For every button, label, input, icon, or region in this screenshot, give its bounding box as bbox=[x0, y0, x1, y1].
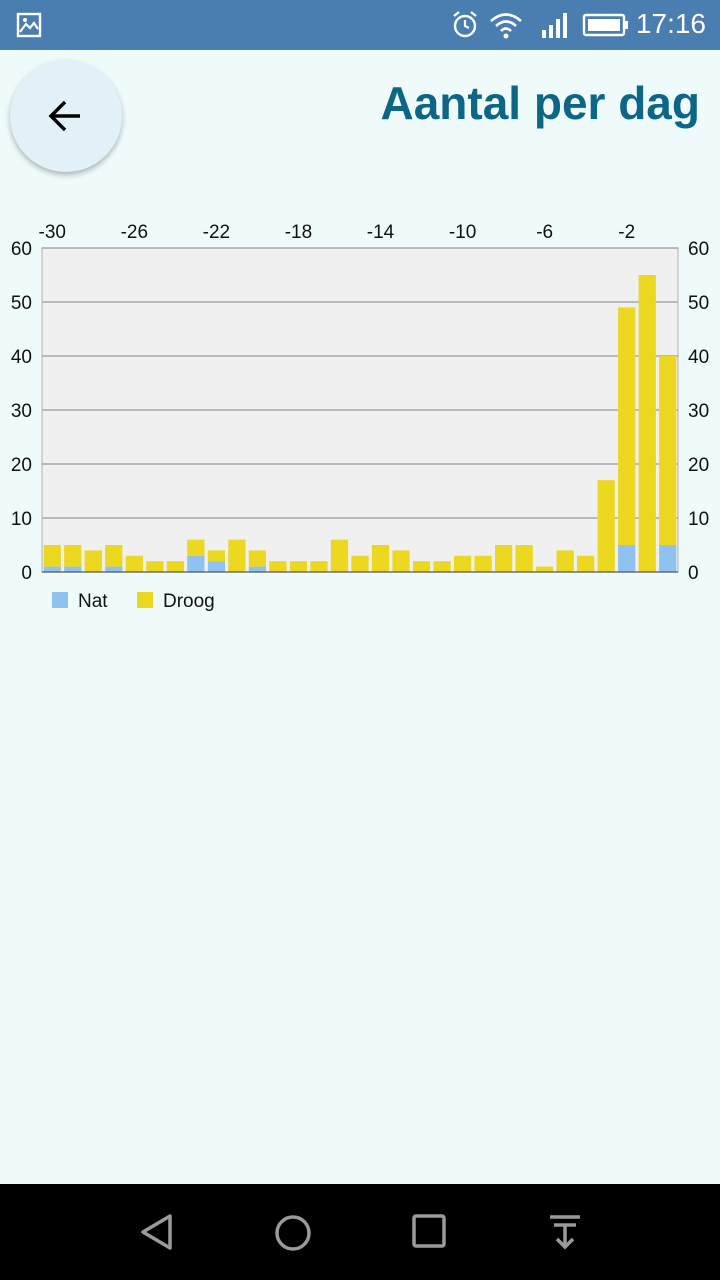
bar-droog bbox=[536, 566, 554, 572]
y-tick-label-left: 50 bbox=[11, 293, 32, 314]
bar-droog bbox=[84, 550, 102, 572]
y-tick-label-right: 10 bbox=[688, 509, 709, 530]
bar-droog bbox=[43, 545, 61, 567]
bar-droog bbox=[228, 539, 246, 572]
x-tick-label: -18 bbox=[285, 222, 312, 243]
x-tick-label: -22 bbox=[203, 222, 230, 243]
legend-label-droog: Droog bbox=[163, 591, 215, 612]
status-bar: 17:16 bbox=[0, 0, 720, 50]
wifi-icon bbox=[490, 13, 522, 39]
home-circle-icon[interactable] bbox=[272, 1212, 314, 1254]
bar-nat bbox=[207, 561, 226, 572]
x-tick-label: -30 bbox=[39, 222, 66, 243]
bar-droog bbox=[392, 550, 410, 572]
bar-droog bbox=[494, 545, 513, 572]
back-button[interactable] bbox=[10, 60, 122, 172]
bar-droog bbox=[330, 539, 349, 572]
bar-nat bbox=[618, 545, 636, 572]
back-triangle-icon[interactable] bbox=[138, 1212, 178, 1252]
bar-droog bbox=[433, 561, 451, 572]
bar-droog bbox=[310, 561, 328, 572]
bar-droog bbox=[412, 561, 431, 572]
legend-label-nat: Nat bbox=[78, 591, 108, 612]
y-tick-label-right: 50 bbox=[688, 293, 709, 314]
bar-droog bbox=[556, 550, 574, 572]
bar-droog bbox=[187, 539, 205, 556]
bar-nat bbox=[187, 555, 205, 572]
legend-swatch-droog bbox=[137, 592, 153, 608]
status-time: 17:16 bbox=[635, 8, 706, 39]
bar-droog bbox=[166, 561, 184, 572]
y-tick-label-right: 40 bbox=[688, 347, 709, 368]
bar-chart: 0 0 10 10 20 20 30 30 40 40 50 50 60 60 -30 -26 -22 -18 -1… bbox=[11, 222, 709, 612]
bar-droog bbox=[577, 555, 595, 572]
bar-nat bbox=[105, 566, 123, 572]
bar-droog bbox=[207, 550, 226, 562]
bar-droog bbox=[146, 561, 164, 572]
bar-droog bbox=[659, 356, 677, 545]
bar-droog bbox=[638, 275, 656, 572]
x-tick-label: -26 bbox=[121, 222, 148, 243]
bar-droog bbox=[371, 545, 390, 572]
bar-droog bbox=[269, 561, 287, 572]
x-tick-label: -2 bbox=[618, 222, 635, 243]
bar-nat bbox=[248, 566, 267, 572]
recents-square-icon[interactable] bbox=[410, 1212, 448, 1250]
x-tick-label: -6 bbox=[536, 222, 553, 243]
y-tick-label-left: 0 bbox=[21, 563, 32, 584]
page-title: Aantal per dag bbox=[380, 77, 700, 129]
y-tick-label-left: 10 bbox=[11, 509, 32, 530]
signal-icon bbox=[542, 13, 567, 38]
gallery-icon bbox=[16, 12, 42, 38]
y-tick-label-left: 40 bbox=[11, 347, 32, 368]
bar-nat bbox=[64, 566, 82, 572]
y-tick-label-right: 30 bbox=[688, 401, 709, 422]
bar-nat bbox=[659, 545, 677, 572]
y-tick-label-right: 60 bbox=[688, 239, 709, 260]
bar-droog bbox=[105, 545, 123, 567]
bar-droog bbox=[125, 555, 143, 572]
y-tick-label-left: 60 bbox=[11, 239, 32, 260]
bar-droog bbox=[248, 550, 267, 567]
bar-droog bbox=[515, 545, 533, 572]
bar-droog bbox=[597, 480, 615, 572]
bar-droog bbox=[351, 555, 369, 572]
bar-droog bbox=[618, 307, 636, 545]
y-tick-label-right: 20 bbox=[688, 455, 709, 476]
alarm-icon bbox=[453, 11, 477, 38]
notification-pull-icon[interactable] bbox=[546, 1212, 584, 1252]
x-tick-label: -14 bbox=[367, 222, 395, 243]
arrow-left-icon bbox=[48, 100, 80, 132]
bar-droog bbox=[289, 561, 308, 572]
bar-droog bbox=[453, 555, 472, 572]
legend-swatch-nat bbox=[52, 592, 68, 608]
battery-icon bbox=[582, 13, 628, 37]
y-tick-label-right: 0 bbox=[688, 563, 699, 584]
bar-droog bbox=[64, 545, 82, 567]
bar-nat bbox=[43, 566, 61, 572]
navigation-bar bbox=[0, 1184, 720, 1280]
bar-droog bbox=[474, 555, 492, 572]
y-tick-label-left: 30 bbox=[11, 401, 32, 422]
x-tick-label: -10 bbox=[449, 222, 476, 243]
y-tick-label-left: 20 bbox=[11, 455, 32, 476]
